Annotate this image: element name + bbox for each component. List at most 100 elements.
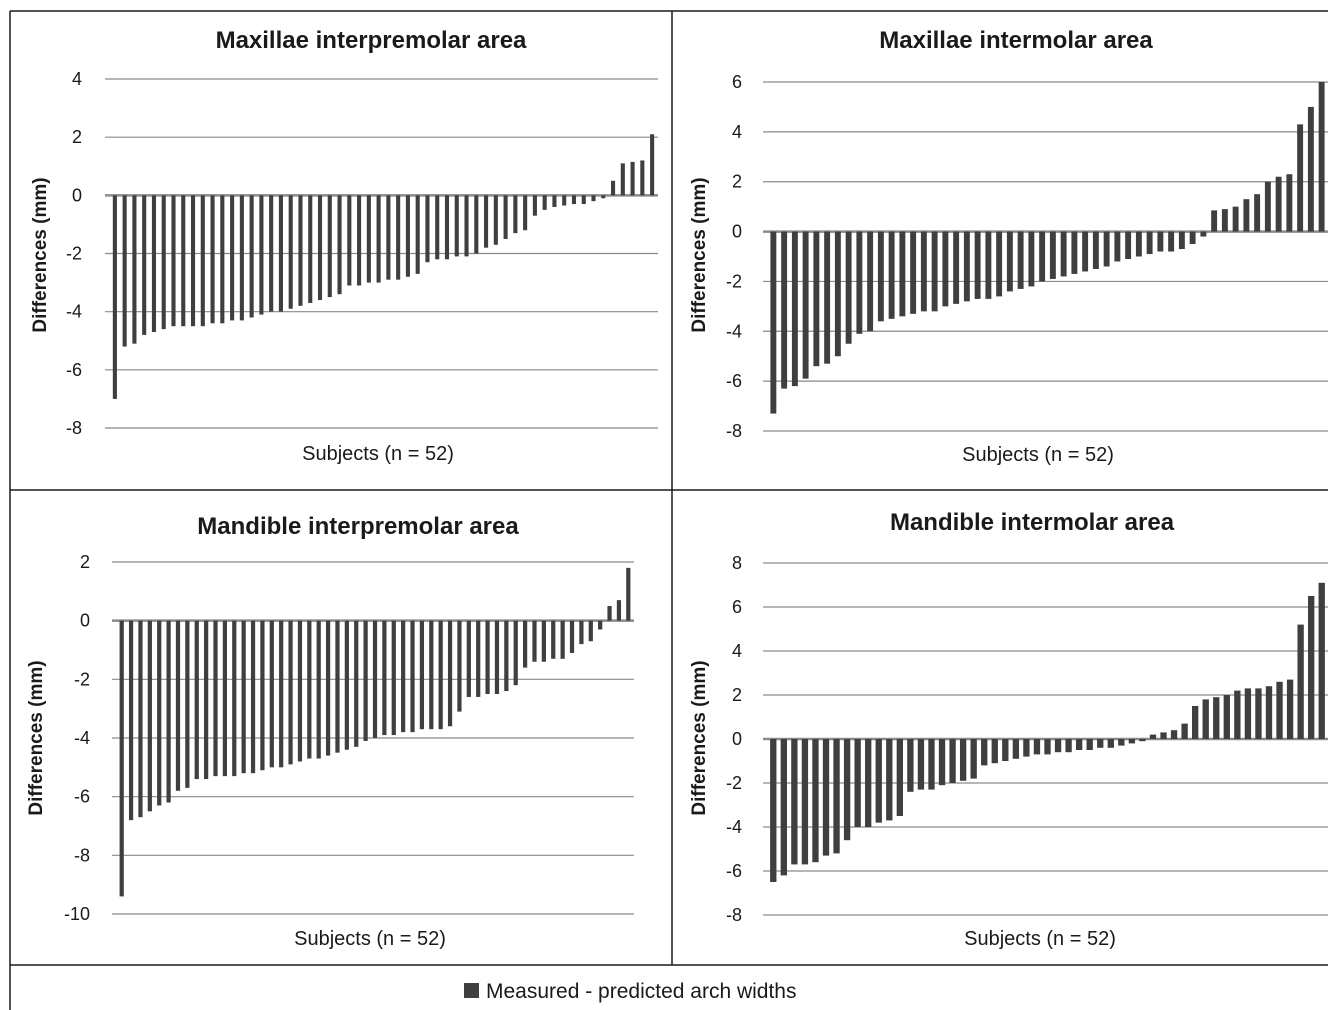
y-tick-label: -6 <box>726 861 742 881</box>
bar <box>1211 210 1218 232</box>
bar <box>429 620 434 730</box>
bar <box>307 620 312 759</box>
y-axis-label: Differences (mm) <box>689 660 710 815</box>
y-tick-label: 0 <box>732 222 742 242</box>
bar <box>1297 124 1304 232</box>
y-tick-label: -4 <box>74 728 90 748</box>
bar <box>801 739 809 865</box>
y-tick-labels: 4 2 0 -2 -4 -6 -8 <box>66 69 82 438</box>
y-axis-label: Differences (mm) <box>26 660 47 815</box>
bar <box>269 195 274 312</box>
gridlines <box>763 81 1328 432</box>
y-tick-label: 4 <box>732 641 742 661</box>
bar <box>1181 723 1188 739</box>
bar <box>142 195 147 335</box>
y-tick-label: -2 <box>726 773 742 793</box>
bar <box>1049 231 1056 279</box>
bar <box>474 195 479 254</box>
bar <box>250 620 256 774</box>
bar <box>899 231 906 317</box>
y-tick-label: -4 <box>726 321 742 341</box>
y-tick-label: -4 <box>726 817 742 837</box>
bar <box>1170 730 1178 739</box>
bar-series <box>119 567 631 897</box>
y-tick-label: 0 <box>80 611 90 631</box>
bar <box>1086 739 1093 750</box>
bar <box>1139 739 1146 742</box>
bar <box>1275 176 1282 232</box>
bar <box>1243 199 1250 232</box>
bar <box>425 195 430 263</box>
bar <box>194 620 199 780</box>
bar <box>802 231 809 379</box>
y-tick-label: 0 <box>732 729 742 749</box>
bar <box>344 620 349 750</box>
bar <box>1254 194 1261 232</box>
bar <box>1276 681 1283 739</box>
bar <box>112 195 117 399</box>
y-tick-label: -2 <box>726 271 742 291</box>
bar <box>813 231 820 367</box>
bar <box>1065 739 1072 753</box>
bar <box>327 195 332 298</box>
bar <box>1191 706 1199 739</box>
bar <box>910 231 917 314</box>
bar <box>896 739 904 816</box>
y-tick-label: -4 <box>66 302 82 322</box>
bar <box>1160 732 1167 739</box>
y-tick-label: 6 <box>732 597 742 617</box>
bar <box>435 195 440 260</box>
bar <box>569 620 575 653</box>
bar <box>616 600 622 621</box>
bar <box>1023 739 1030 757</box>
bar <box>1149 734 1157 739</box>
y-axis-label: Differences (mm) <box>30 177 51 332</box>
bar <box>347 195 352 286</box>
bar <box>1092 231 1099 269</box>
bar <box>1234 690 1241 739</box>
bar <box>138 620 143 818</box>
bar <box>959 739 967 781</box>
bar-series <box>770 582 1325 882</box>
bar <box>438 620 443 730</box>
bar <box>1318 582 1325 739</box>
bar <box>386 195 391 280</box>
bar <box>865 739 872 827</box>
bar <box>1286 174 1293 232</box>
bar <box>1318 82 1325 232</box>
bar <box>630 161 635 196</box>
bar <box>1200 231 1207 237</box>
bar <box>493 195 498 245</box>
bar <box>963 231 970 302</box>
bar <box>949 739 956 783</box>
bar <box>1135 231 1142 257</box>
y-axis-label: Differences (mm) <box>689 177 710 332</box>
y-tick-label: 4 <box>732 122 742 142</box>
bar <box>581 195 586 205</box>
x-axis-label: Subjects (n = 52) <box>962 444 1114 466</box>
y-tick-label: -8 <box>74 845 90 865</box>
bar <box>812 739 819 863</box>
bar <box>942 231 949 307</box>
bar <box>249 195 254 318</box>
bar <box>213 620 218 777</box>
bar <box>985 231 992 299</box>
bar <box>1060 231 1067 277</box>
bar <box>920 231 927 312</box>
bar <box>269 620 274 768</box>
bar <box>308 195 313 303</box>
bar <box>833 739 840 854</box>
bar <box>396 195 401 280</box>
bar <box>151 195 157 333</box>
panel-title: Maxillae intermolar area <box>879 27 1153 54</box>
bar <box>122 195 127 347</box>
bar <box>843 739 851 841</box>
bar <box>626 567 631 621</box>
bar <box>591 195 596 202</box>
bar <box>991 739 998 764</box>
bar <box>357 195 362 286</box>
bar <box>415 195 420 274</box>
bar <box>503 195 508 239</box>
bar <box>232 620 237 777</box>
bar <box>1118 739 1125 746</box>
